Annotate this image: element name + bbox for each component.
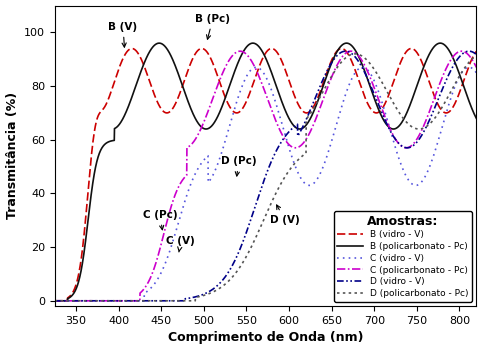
Legend: B (vidro - V), B (policarbonato - Pc), C (vidro - V), C (policarbonato - Pc), D : B (vidro - V), B (policarbonato - Pc), C… [334,211,472,302]
Text: C (Pc): C (Pc) [143,210,177,230]
X-axis label: Comprimento de Onda (nm): Comprimento de Onda (nm) [168,331,363,344]
Y-axis label: Transmitância (%): Transmitância (%) [6,92,18,219]
Text: B (V): B (V) [108,22,138,47]
Text: D (V): D (V) [270,205,300,225]
Text: D (Pc): D (Pc) [221,156,256,176]
Text: B (Pc): B (Pc) [195,14,230,39]
Text: C (V): C (V) [166,237,195,252]
